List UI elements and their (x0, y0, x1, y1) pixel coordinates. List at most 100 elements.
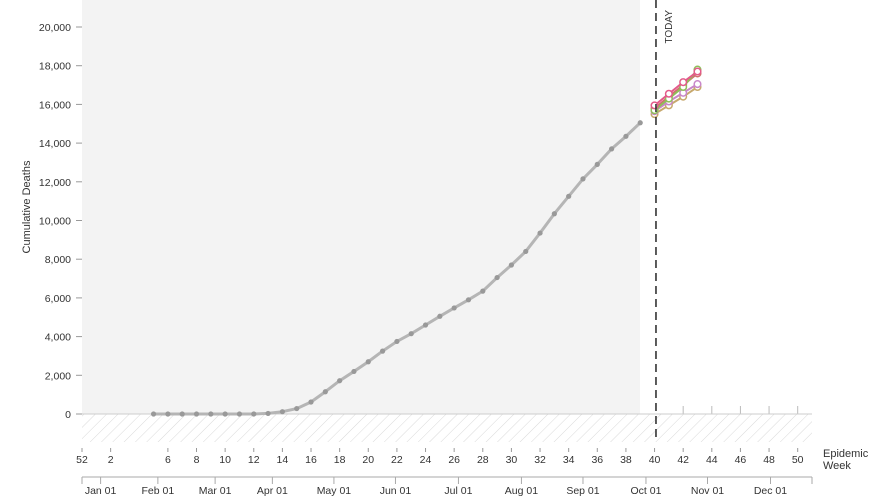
observed-point (365, 359, 371, 365)
week-tick-label: 44 (706, 454, 718, 466)
week-tick-label: 14 (277, 454, 289, 466)
observed-point (337, 378, 343, 384)
week-tick-label: 10 (219, 454, 231, 466)
y-tick-label: 14,000 (39, 138, 71, 150)
month-tick-label: Jan 01 (85, 485, 117, 497)
month-tick-label: Dec 01 (754, 485, 787, 497)
week-tick-label: 48 (763, 454, 775, 466)
month-tick-label: Apr 01 (257, 485, 288, 497)
month-tick-label: Jun 01 (380, 485, 412, 497)
week-tick-label: 46 (735, 454, 747, 466)
observed-point (637, 120, 643, 126)
below-zero-hatch (82, 414, 812, 442)
forecast-ticks (682, 406, 799, 414)
forecast-line (653, 70, 699, 107)
forecast-point (693, 80, 702, 89)
week-tick-label: 32 (534, 454, 546, 466)
month-tick-label: Feb 01 (142, 485, 175, 497)
observed-point (566, 193, 572, 199)
week-tick-label: 40 (649, 454, 661, 466)
observed-period-shading (82, 0, 640, 414)
forecast-point (664, 89, 673, 98)
forecast-line (653, 68, 699, 111)
month-tick-label: Nov 01 (691, 485, 724, 497)
observed-point (465, 297, 472, 303)
y-tick-label: 16,000 (39, 99, 71, 111)
x-axis-months: Jan 01 Feb 01 Mar 01 Apr 01 May 01 Jun 01 Jul … (81, 476, 813, 497)
week-tick-label: 42 (677, 454, 689, 466)
week-tick-label: 2 (108, 454, 114, 466)
today-label: TODAY (664, 10, 675, 44)
y-tick-label: 2,000 (45, 370, 71, 382)
observed-point (623, 133, 629, 139)
observed-point (322, 389, 328, 395)
week-tick-label: 50 (792, 454, 804, 466)
week-tick-label: 6 (165, 454, 171, 466)
observed-series (150, 120, 643, 417)
week-tick-label: 18 (334, 454, 346, 466)
week-tick-label: 16 (305, 454, 317, 466)
y-axis-label: Cumulative Deaths (21, 160, 33, 253)
x-axis-weeks: 52 2 6 8 10 12 14 16 18 20 22 24 26 28 30 32 34 36 38 40 42 4… (76, 448, 804, 466)
week-tick-label: 26 (448, 454, 460, 466)
month-tick-label: Oct 01 (630, 485, 661, 497)
week-tick-label: 38 (620, 454, 632, 466)
observed-point (251, 411, 257, 417)
observed-point (236, 411, 243, 417)
observed-point (179, 411, 185, 417)
observed-point (422, 322, 429, 328)
forecast-series (650, 65, 702, 119)
observed-point (379, 348, 386, 354)
observed-point (480, 288, 486, 294)
y-tick-label: 18,000 (39, 61, 71, 73)
week-tick-label: 24 (420, 454, 432, 466)
week-tick-label: 12 (248, 454, 260, 466)
observed-point (294, 405, 300, 412)
month-tick-label: Sep 01 (566, 485, 599, 497)
forecast-point (650, 101, 659, 110)
y-tick-label: 8,000 (45, 254, 71, 266)
forecast-line (653, 83, 699, 113)
y-axis: 0 2,000 4,000 6,000 8,000 10,000 12,000 14,000 1… (39, 22, 82, 421)
y-tick-label: 12,000 (39, 177, 71, 189)
month-tick-label: Jul 01 (444, 485, 472, 497)
observed-point (279, 409, 285, 415)
forecast-line (654, 86, 699, 115)
week-tick-label: 52 (76, 454, 88, 466)
observed-point (308, 399, 314, 405)
forecast-point (679, 78, 688, 87)
month-tick-label: Aug 01 (505, 485, 538, 497)
observed-point (551, 211, 557, 217)
observed-point (437, 313, 443, 319)
month-tick-label: May 01 (317, 485, 352, 497)
observed-point (609, 146, 615, 152)
y-tick-label: 6,000 (45, 293, 71, 305)
observed-point (508, 262, 515, 268)
y-tick-label: 20,000 (39, 22, 71, 34)
observed-point (222, 411, 228, 417)
y-tick-label: 4,000 (45, 332, 71, 344)
week-tick-label: 22 (391, 454, 403, 466)
observed-point (208, 411, 214, 417)
week-tick-label: 34 (563, 454, 575, 466)
observed-point (150, 411, 157, 417)
observed-point (265, 410, 271, 417)
observed-point (351, 368, 357, 375)
observed-point (193, 411, 200, 417)
observed-point (580, 176, 586, 182)
observed-point (165, 411, 171, 417)
x-axis-label-line1: Epidemic (823, 448, 869, 460)
observed-point (537, 230, 543, 236)
week-tick-label: 20 (362, 454, 374, 466)
observed-point (523, 248, 529, 255)
week-tick-label: 28 (477, 454, 489, 466)
week-tick-label: 8 (194, 454, 200, 466)
week-tick-label: 36 (591, 454, 603, 466)
observed-point (594, 161, 600, 167)
observed-point (494, 274, 500, 281)
observed-point (408, 331, 414, 337)
week-tick-label: 30 (506, 454, 518, 466)
observed-point (394, 338, 400, 345)
month-tick-label: Mar 01 (199, 485, 232, 497)
